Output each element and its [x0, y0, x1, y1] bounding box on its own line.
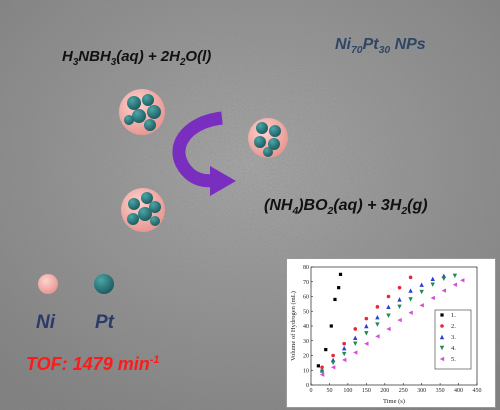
data-point-series-3 [353, 335, 358, 340]
y-tick-label: 0 [306, 383, 309, 389]
data-point-series-2 [386, 294, 391, 299]
data-point-series-2 [331, 353, 335, 358]
data-point-series-4 [330, 360, 336, 366]
data-point-series-5 [452, 282, 458, 287]
data-point-series-4 [419, 289, 424, 295]
data-point-series-4 [342, 351, 347, 357]
x-tick-label: 150 [362, 388, 371, 394]
reaction-arrow-icon [172, 111, 236, 196]
x-tick-label: 400 [454, 388, 463, 394]
data-point-series-4 [430, 282, 435, 287]
data-point-series-1 [329, 324, 333, 328]
x-tick-label: 100 [343, 388, 352, 394]
pt-legend-ball [94, 274, 114, 294]
data-point-series-5 [419, 303, 424, 308]
x-tick-label: 200 [380, 388, 389, 394]
data-point-series-3 [342, 345, 347, 351]
y-tick-label: 30 [303, 339, 309, 345]
data-point-series-1 [337, 286, 341, 290]
legend-label-3: 3. [451, 334, 456, 341]
data-point-series-2 [353, 327, 358, 331]
data-point-series-1 [338, 272, 343, 276]
chart-svg: 0 50 100 150 200 250 300 350 400 450 0 10 20 30 40 50 60… [290, 265, 482, 405]
np-cluster-bottom [121, 188, 165, 232]
reactant-equation: H3NBH3(aq) + 2H2O(l) [62, 48, 212, 68]
data-point-series-5 [408, 310, 413, 315]
x-tick-label: 450 [473, 388, 482, 394]
data-point-series-5 [330, 365, 336, 370]
data-point-series-5 [430, 295, 435, 301]
data-point-series-4 [375, 322, 380, 327]
y-tick-label: 40 [303, 324, 309, 330]
data-point-series-3 [397, 297, 402, 302]
x-tick-label: 300 [417, 388, 426, 394]
ni-legend-ball [38, 274, 58, 294]
data-point-series-5 [386, 326, 391, 332]
data-point-series-3 [430, 276, 435, 281]
legend-marker-3 [439, 334, 445, 340]
data-point-series-4 [397, 304, 402, 310]
legend-label-1: 1. [451, 312, 456, 319]
data-point-series-2 [320, 365, 324, 370]
x-tick-label: 350 [436, 388, 445, 394]
data-point-series-2 [408, 275, 413, 280]
data-point-series-4 [441, 276, 446, 281]
pt-legend-label: Pt [95, 312, 114, 333]
data-point-series-4 [386, 313, 391, 318]
data-point-series-5 [460, 278, 465, 283]
legend-label-4: 4. [451, 345, 456, 352]
tof-value: TOF: 1479 min-1 [26, 354, 160, 374]
data-point-series-2 [397, 285, 402, 290]
x-tick-label: 50 [326, 388, 332, 394]
data-point-series-5 [364, 341, 369, 346]
data-point-series-5 [375, 334, 380, 339]
y-tick-label: 20 [303, 354, 309, 360]
legend-marker-5 [439, 356, 445, 362]
data-point-series-4 [408, 297, 413, 302]
y-tick-label: 50 [303, 309, 309, 315]
data-point-series-5 [319, 372, 325, 377]
y-tick-label: 60 [303, 295, 309, 301]
legend-marker-1 [440, 313, 444, 317]
data-point-series-1 [316, 364, 320, 368]
data-point-series-5 [441, 288, 446, 293]
y-tick-label: 70 [303, 280, 309, 286]
ni-legend-label: Ni [36, 312, 55, 333]
data-point-series-4 [364, 331, 369, 336]
legend-label-2: 2. [451, 323, 456, 330]
data-point-series-5 [353, 350, 358, 355]
np-cluster-top [119, 89, 165, 135]
x-axis-title: Time (s) [383, 398, 405, 405]
x-tick-label: 250 [399, 388, 408, 394]
y-tick-label: 10 [303, 368, 309, 374]
data-point-series-2 [364, 316, 369, 321]
legend-label-5: 5. [451, 356, 456, 363]
data-point-series-3 [408, 288, 413, 293]
data-point-series-2 [342, 341, 346, 346]
data-point-series-3 [386, 304, 391, 310]
data-point-series-2 [375, 305, 380, 309]
legend-marker-4 [439, 345, 445, 351]
np-cluster-right [248, 118, 288, 158]
data-point-series-1 [333, 297, 337, 302]
legend-marker-2 [440, 324, 444, 328]
data-point-series-3 [419, 282, 424, 287]
y-axis-title: Volume of Hydrogen (mL) [290, 291, 297, 361]
data-point-series-4 [452, 273, 458, 279]
data-point-series-4 [353, 341, 358, 346]
x-tick-label: 0 [310, 388, 313, 394]
data-point-series-5 [397, 317, 402, 323]
data-point-series-5 [342, 357, 347, 363]
data-point-series-4 [319, 369, 325, 374]
catalyst-label: Ni70Pt30 NPs [335, 36, 426, 57]
y-tick-label: 80 [303, 265, 309, 271]
data-point-series-1 [324, 348, 328, 352]
data-point-series-3 [364, 323, 369, 329]
hydrogen-volume-chart: 0 50 100 150 200 250 300 350 400 450 0 10 20 30 40 50 60… [286, 258, 496, 408]
product-equation: (NH4)BO2(aq) + 3H2(g) [264, 197, 428, 218]
data-point-series-3 [375, 314, 380, 320]
